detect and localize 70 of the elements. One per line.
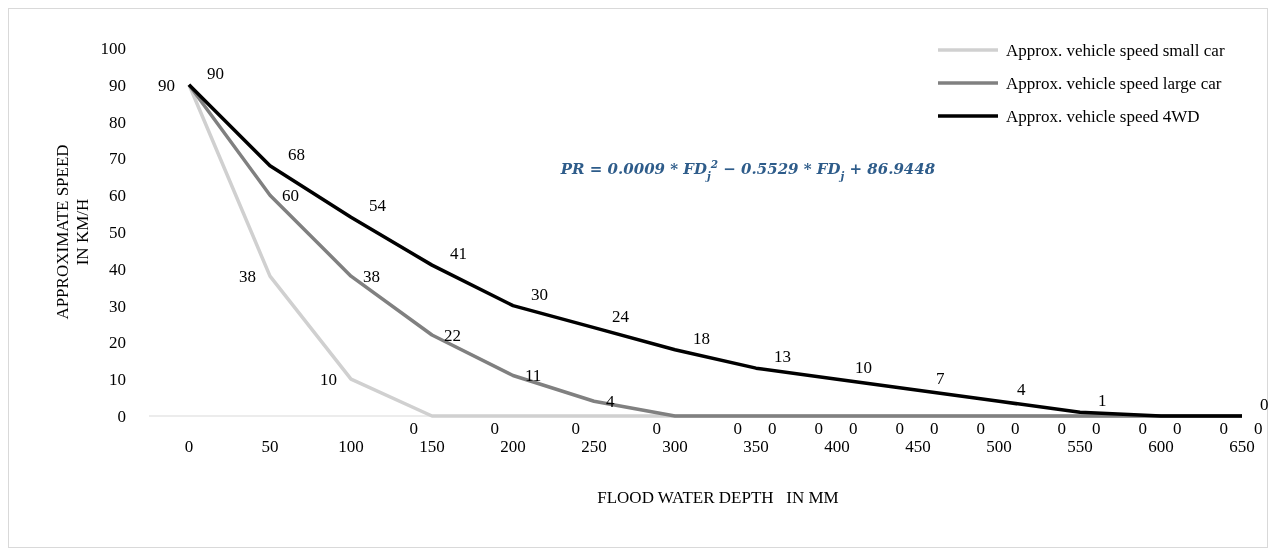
data-label: 0 — [1254, 418, 1263, 438]
legend-label: Approx. vehicle speed large car — [1006, 73, 1222, 93]
y-tick-label: 90 — [109, 75, 126, 95]
data-label: 0 — [1260, 394, 1269, 414]
data-label: 0 — [409, 418, 418, 438]
y-tick-label: 80 — [109, 112, 126, 132]
x-axis-title: FLOOD WATER DEPTH IN MM — [597, 488, 839, 507]
x-tick-label: 50 — [261, 437, 279, 456]
data-label: 38 — [363, 267, 380, 287]
data-label: 38 — [239, 267, 256, 287]
data-label: 41 — [450, 244, 467, 264]
x-tick-label: 100 — [338, 437, 364, 456]
data-label: 0 — [814, 418, 823, 438]
data-label: 60 — [282, 186, 299, 206]
x-tick-label: 400 — [824, 437, 850, 456]
y-tick-label: 20 — [109, 333, 126, 353]
x-tick-label: 300 — [662, 437, 688, 456]
y-tick-label: 100 — [100, 38, 126, 58]
data-label: 0 — [571, 418, 580, 438]
data-label: 11 — [525, 366, 542, 386]
y-tick-label: 10 — [109, 370, 126, 390]
data-label: 22 — [444, 325, 461, 345]
y-tick-label: 50 — [109, 222, 126, 242]
data-label: 0 — [490, 418, 499, 438]
data-label: 7 — [936, 369, 945, 389]
data-label: 0 — [849, 418, 858, 438]
x-tick-label: 350 — [743, 437, 769, 456]
annotation: PR = 0.0009 * FD$_{j}$$^{2}$ − 0.5529 * FD$_{j}$ + 86.9448 — [559, 158, 936, 182]
data-label: 0 — [1173, 418, 1182, 438]
x-tick-label: 200 — [500, 437, 526, 456]
data-label: 24 — [612, 306, 630, 326]
legend-label: Approx. vehicle speed small car — [1006, 40, 1225, 60]
data-label: 0 — [1138, 418, 1147, 438]
y-tick-label: 60 — [109, 186, 126, 206]
x-tick-label: 0 — [184, 437, 194, 456]
data-label: 0 — [652, 418, 661, 438]
data-label: 10 — [320, 370, 337, 390]
data-label: 1 — [1098, 391, 1107, 411]
data-label: 0 — [1011, 418, 1020, 438]
data-label: 30 — [531, 284, 548, 304]
x-tick-label: 500 — [986, 437, 1012, 456]
x-tick-label: 450 — [905, 437, 931, 456]
data-label: 0 — [768, 418, 777, 438]
data-label: 10 — [855, 358, 872, 378]
data-label: 0 — [1219, 418, 1228, 438]
data-label: 0 — [895, 418, 904, 438]
y-tick-label: 40 — [109, 259, 126, 279]
x-tick-label: 550 — [1067, 437, 1093, 456]
data-label: 0 — [733, 418, 742, 438]
x-tick-label: 600 — [1148, 437, 1174, 456]
data-label: 68 — [288, 144, 305, 164]
data-label: 4 — [1017, 380, 1026, 400]
data-label: 4 — [606, 392, 615, 412]
x-tick-label: 650 — [1229, 437, 1255, 456]
data-label: 0 — [1057, 418, 1066, 438]
y-tick-label: 0 — [117, 406, 126, 426]
y-tick-label: 30 — [109, 296, 126, 316]
data-label: 18 — [693, 328, 710, 348]
legend-label: Approx. vehicle speed 4WD — [1006, 106, 1200, 126]
data-label: 13 — [774, 347, 791, 367]
y-axis-title: APPROXIMATE SPEED IN KM/H — [53, 144, 92, 320]
data-label: 0 — [976, 418, 985, 438]
x-tick-label: 250 — [581, 437, 607, 456]
data-label: 0 — [1092, 418, 1101, 438]
data-label: 54 — [369, 196, 387, 216]
y-tick-label: 70 — [109, 149, 126, 169]
x-tick-label: 150 — [419, 437, 445, 456]
data-label: 90 — [158, 75, 175, 95]
data-label: 0 — [930, 418, 939, 438]
data-label: 90 — [207, 63, 224, 83]
